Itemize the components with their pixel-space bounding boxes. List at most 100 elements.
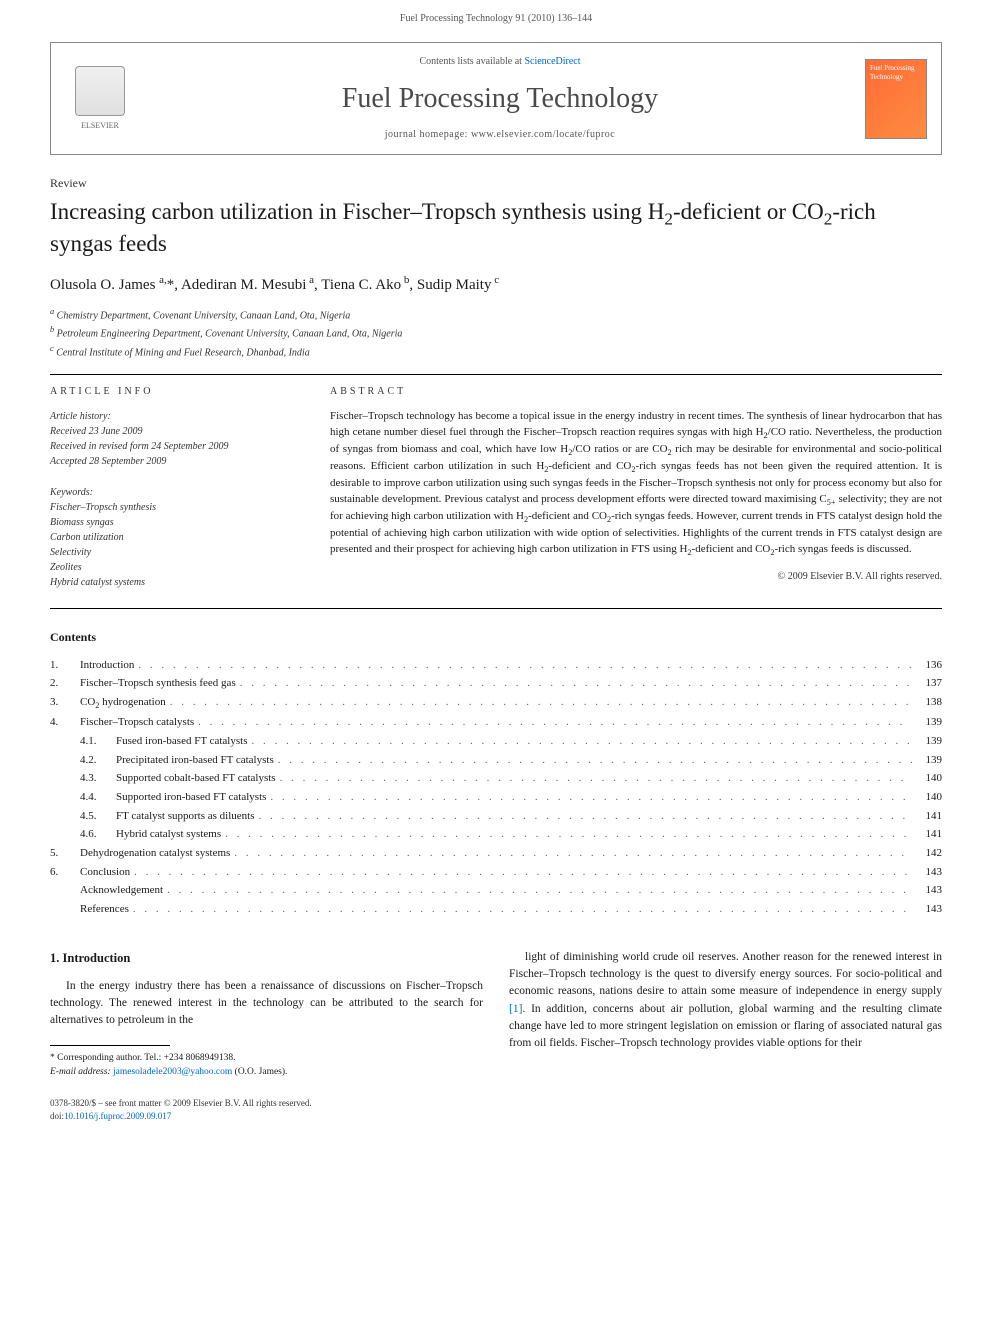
toc-leader-dots [194, 713, 912, 732]
toc-number: 4.3. [50, 769, 116, 788]
footer-doi: doi:10.1016/j.fuproc.2009.09.017 [50, 1110, 942, 1123]
toc-label: Precipitated iron-based FT catalysts [116, 751, 274, 770]
toc-page: 143 [912, 900, 942, 919]
rule-top [50, 374, 942, 375]
toc-page: 141 [912, 825, 942, 844]
toc-row[interactable]: 4.3.Supported cobalt-based FT catalysts1… [50, 769, 942, 788]
history-accepted: Accepted 28 September 2009 [50, 454, 300, 469]
contents-heading: Contents [50, 629, 942, 646]
author-list: Olusola O. James a,*, Adediran M. Mesubi… [50, 273, 942, 296]
toc-leader-dots [266, 788, 912, 807]
toc-label: Fischer–Tropsch synthesis feed gas [80, 674, 236, 693]
toc-label: Supported iron-based FT catalysts [116, 788, 266, 807]
toc-row[interactable]: 4.6.Hybrid catalyst systems141 [50, 825, 942, 844]
toc-row[interactable]: 4.5.FT catalyst supports as diluents141 [50, 807, 942, 826]
abstract-copyright: © 2009 Elsevier B.V. All rights reserved… [330, 570, 942, 584]
toc-leader-dots [130, 863, 912, 882]
toc-label: Hybrid catalyst systems [116, 825, 221, 844]
history-revised: Received in revised form 24 September 20… [50, 439, 300, 454]
toc-row[interactable]: 1.Introduction136 [50, 656, 942, 675]
homepage-url: www.elsevier.com/locate/fuproc [471, 129, 615, 140]
toc-leader-dots [129, 900, 912, 919]
toc-number: 2. [50, 674, 80, 693]
toc-row[interactable]: 4.Fischer–Tropsch catalysts 139 [50, 713, 942, 732]
toc-label: Fischer–Tropsch catalysts [80, 713, 194, 732]
toc-page: 143 [912, 863, 942, 882]
toc-number: 4.4. [50, 788, 116, 807]
journal-title: Fuel Processing Technology [135, 79, 865, 118]
toc-number: 1. [50, 656, 80, 675]
toc-leader-dots [134, 656, 912, 675]
footer-front-matter: 0378-3820/$ – see front matter © 2009 El… [50, 1097, 942, 1110]
toc-leader-dots [247, 732, 912, 751]
doi-prefix: doi: [50, 1111, 64, 1121]
section-1-para-2: light of diminishing world crude oil res… [509, 949, 942, 1053]
toc-row[interactable]: 4.2.Precipitated iron-based FT catalysts… [50, 751, 942, 770]
doi-link[interactable]: 10.1016/j.fuproc.2009.09.017 [64, 1111, 171, 1121]
journal-homepage: journal homepage: www.elsevier.com/locat… [135, 128, 865, 142]
publisher-label: ELSEVIER [81, 120, 119, 131]
email-link[interactable]: jamesoladele2003@yahoo.com [113, 1067, 232, 1077]
keyword-item: Carbon utilization [50, 530, 300, 545]
toc-row[interactable]: 5.Dehydrogenation catalyst systems 142 [50, 844, 942, 863]
toc-row[interactable]: 2.Fischer–Tropsch synthesis feed gas137 [50, 674, 942, 693]
affiliation-line: a Chemistry Department, Covenant Univers… [50, 306, 942, 323]
toc-label: Fused iron-based FT catalysts [116, 732, 247, 751]
toc-label: Acknowledgement [80, 881, 163, 900]
toc-row[interactable]: Acknowledgement 143 [50, 881, 942, 900]
elsevier-tree-icon [75, 66, 125, 116]
toc-label: Supported cobalt-based FT catalysts [116, 769, 276, 788]
running-head: Fuel Processing Technology 91 (2010) 136… [0, 0, 992, 34]
toc-number: 4. [50, 713, 80, 732]
email-suffix: (O.O. James). [232, 1067, 287, 1077]
keyword-item: Biomass syngas [50, 515, 300, 530]
abstract-label: abstract [330, 385, 942, 399]
footnote-rule [50, 1045, 170, 1046]
toc-number: 5. [50, 844, 80, 863]
email-label: E-mail address: [50, 1067, 113, 1077]
toc-row[interactable]: References 143 [50, 900, 942, 919]
table-of-contents: 1.Introduction1362.Fischer–Tropsch synth… [50, 656, 942, 919]
elsevier-logo: ELSEVIER [65, 59, 135, 139]
toc-row[interactable]: 3.CO2 hydrogenation138 [50, 693, 942, 713]
keyword-item: Hybrid catalyst systems [50, 575, 300, 590]
toc-page: 139 [912, 732, 942, 751]
toc-leader-dots [276, 769, 912, 788]
sciencedirect-link[interactable]: ScienceDirect [524, 56, 580, 67]
toc-label: References [80, 900, 129, 919]
keywords: Keywords: Fischer–Tropsch synthesisBioma… [50, 485, 300, 590]
toc-number: 3. [50, 693, 80, 712]
keyword-item: Selectivity [50, 545, 300, 560]
toc-leader-dots [221, 825, 912, 844]
toc-number: 4.1. [50, 732, 116, 751]
body-columns: 1. Introduction In the energy industry t… [50, 949, 942, 1079]
toc-row[interactable]: 4.4.Supported iron-based FT catalysts140 [50, 788, 942, 807]
toc-label: Introduction [80, 656, 134, 675]
footnotes: * Corresponding author. Tel.: +234 80689… [50, 1052, 483, 1079]
history-head: Article history: [50, 409, 300, 424]
toc-label: Conclusion [80, 863, 130, 882]
corresponding-email: E-mail address: jamesoladele2003@yahoo.c… [50, 1066, 483, 1079]
journal-cover-thumbnail: Fuel Processing Technology [865, 59, 927, 139]
contents-available: Contents lists available at ScienceDirec… [135, 55, 865, 69]
page-footer: 0378-3820/$ – see front matter © 2009 El… [0, 1097, 992, 1142]
toc-label: Dehydrogenation catalyst systems [80, 844, 230, 863]
section-1-heading: 1. Introduction [50, 949, 483, 968]
toc-row[interactable]: 4.1.Fused iron-based FT catalysts 139 [50, 732, 942, 751]
article-history: Article history: Received 23 June 2009 R… [50, 409, 300, 469]
rule-mid [50, 608, 942, 609]
toc-page: 141 [912, 807, 942, 826]
toc-leader-dots [166, 693, 912, 712]
article-info-label: article info [50, 385, 300, 399]
section-1-para-1: In the energy industry there has been a … [50, 978, 483, 1030]
toc-leader-dots [255, 807, 912, 826]
toc-page: 139 [912, 713, 942, 732]
toc-row[interactable]: 6.Conclusion143 [50, 863, 942, 882]
toc-page: 139 [912, 751, 942, 770]
toc-page: 142 [912, 844, 942, 863]
keyword-item: Fischer–Tropsch synthesis [50, 500, 300, 515]
paper-title: Increasing carbon utilization in Fischer… [50, 198, 942, 259]
toc-page: 143 [912, 881, 942, 900]
toc-page: 138 [912, 693, 942, 712]
toc-leader-dots [230, 844, 912, 863]
